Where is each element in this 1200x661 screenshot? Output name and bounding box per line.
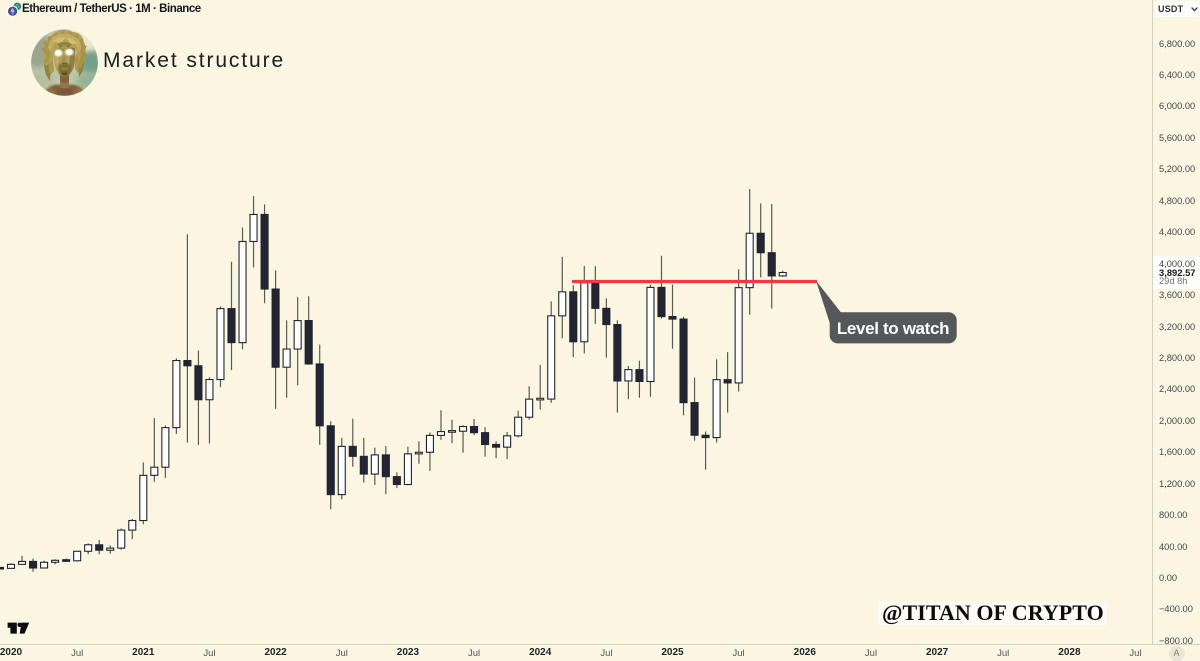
svg-text:Level to watch: Level to watch xyxy=(837,319,949,338)
